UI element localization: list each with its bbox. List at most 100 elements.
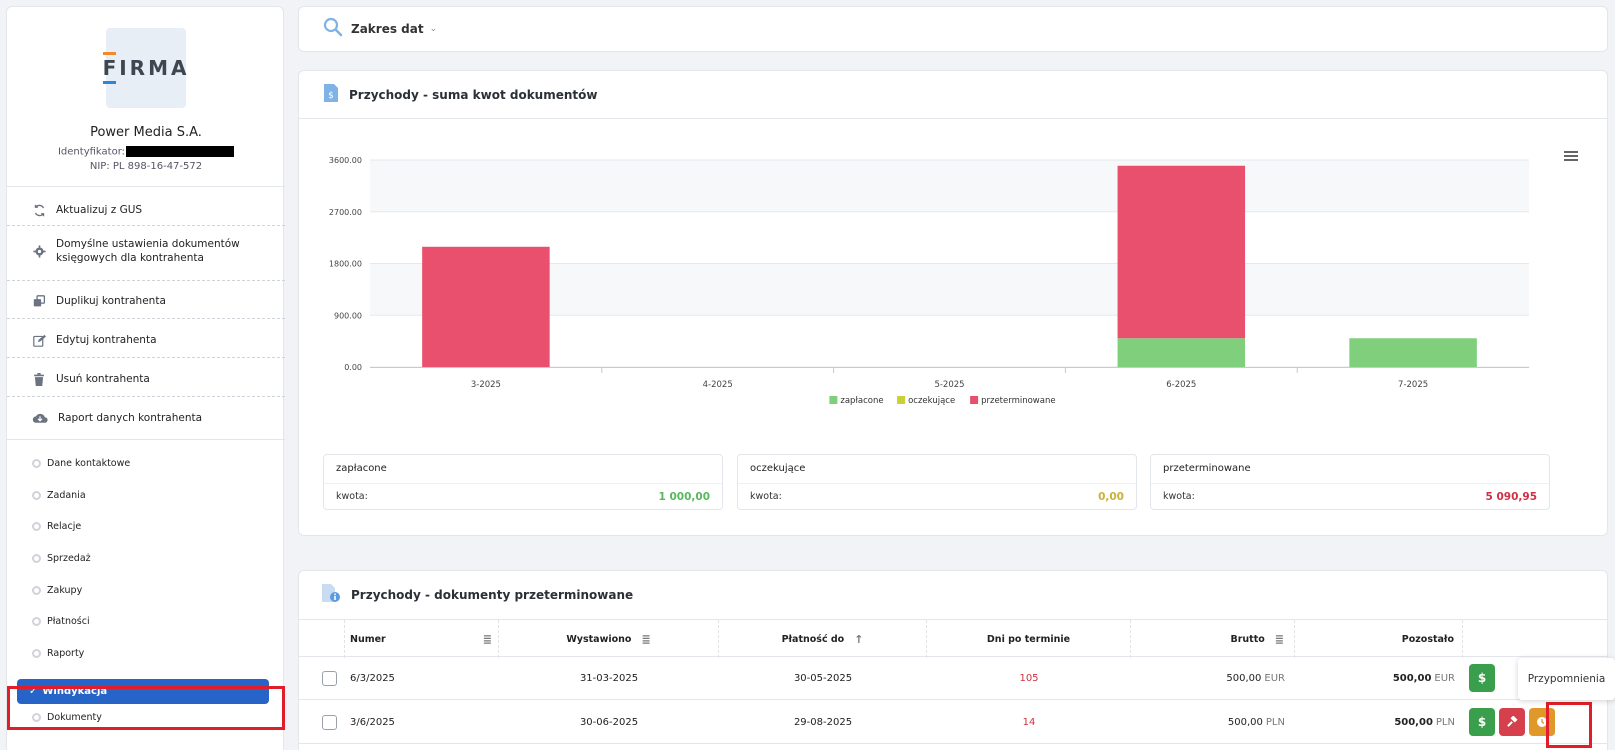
y-tick-label: 2700.00 (329, 208, 362, 217)
company-identifier: Identyfikator: (7, 146, 285, 158)
x-tick-label: 3-2025 (471, 380, 501, 390)
nav-item-windykacja[interactable]: ✓ Windykacja (17, 679, 269, 704)
sort-arrow-up-icon[interactable]: ↑ (854, 632, 864, 646)
cell-wystawiono: 31-03-2025 (579, 673, 639, 684)
cell-dni: 14 (1022, 717, 1036, 728)
action-label: Edytuj kontrahenta (56, 334, 157, 346)
payment-button[interactable]: $ (1469, 664, 1495, 692)
summary-paid: zapłacone kwota: 1 000,00 (323, 454, 723, 510)
nav-item-sprzedaz[interactable]: Sprzedaż (7, 550, 285, 566)
action-default-settings[interactable]: Domyślne ustawienia dokumentów księgowyc… (7, 235, 285, 267)
col-dni-po-terminie[interactable]: Dni po terminie (927, 620, 1131, 658)
chevron-down-icon: ⌄ (429, 24, 438, 34)
payment-button[interactable]: $ (1469, 708, 1495, 736)
cell-platnosc: 30-05-2025 (793, 673, 853, 684)
legend-label: zapłacone (840, 396, 883, 406)
highlight-windykacja (7, 686, 285, 730)
action-report[interactable]: Raport danych kontrahenta (7, 405, 285, 431)
svg-text:$: $ (328, 91, 334, 101)
nav-item-zakupy[interactable]: Zakupy (7, 582, 285, 598)
gavel-icon (1507, 716, 1518, 727)
cell-platnosc: 29-08-2025 (793, 717, 853, 728)
x-tick-label: 7-2025 (1398, 380, 1428, 390)
legend-label: oczekujące (908, 396, 955, 406)
reminders-button[interactable] (1529, 708, 1555, 736)
x-tick-label: 4-2025 (703, 380, 733, 390)
revenue-bar-chart: 0.00 900.00 1800.00 2700.00 3600.00 3-2025 4-2… (329, 156, 1529, 406)
date-range-filter[interactable]: Zakres dat ⌄ (298, 6, 1608, 52)
col-brutto[interactable]: Brutto ≣ (1131, 620, 1295, 658)
cell-numer[interactable]: 3/6/2025 (350, 717, 395, 728)
company-nip: NIP: PL 898-16-47-572 (89, 161, 203, 172)
action-delete[interactable]: Usuń kontrahenta (7, 366, 285, 392)
gear-icon (32, 244, 46, 258)
refresh-icon (32, 203, 46, 217)
column-menu-icon[interactable]: ≣ (641, 632, 651, 646)
nav-item-dokumenty[interactable]: Dokumenty (7, 709, 285, 725)
bar-zapłacone (1349, 338, 1477, 367)
cell-numer[interactable]: 6/3/2025 (350, 673, 395, 684)
col-wystawiono[interactable]: Wystawiono ≣ (499, 620, 719, 658)
nav-item-dane-kontaktowe[interactable]: Dane kontaktowe (7, 455, 285, 471)
action-edit[interactable]: Edytuj kontrahenta (7, 327, 285, 353)
summary-value: 1 000,00 (658, 491, 710, 503)
legend-swatch (970, 396, 979, 404)
x-tick-label: 6-2025 (1166, 380, 1196, 390)
legend-label: przeterminowane (981, 396, 1056, 406)
action-label: Domyślne ustawienia dokumentów księgowyc… (56, 238, 240, 264)
table-card-title: Przychody - dokumenty przeterminowane (351, 588, 634, 602)
cloud-download-icon (32, 411, 48, 425)
reminders-tooltip: Przypomnienia (1518, 658, 1615, 700)
clock-icon (1537, 717, 1547, 727)
nav-item-raporty[interactable]: Raporty (7, 645, 285, 661)
legend-swatch (897, 396, 906, 404)
document-dollar-icon: $ (323, 83, 339, 107)
bar-przeterminowane (1117, 165, 1246, 339)
chart-menu-icon[interactable] (1564, 147, 1578, 166)
row-checkbox[interactable] (321, 671, 337, 686)
column-menu-icon[interactable]: ≣ (482, 632, 492, 646)
col-numer[interactable]: Numer ≣ (345, 620, 499, 658)
check-icon: ✓ (29, 686, 38, 697)
summary-value: 0,00 (1098, 491, 1124, 503)
summary-value: 5 090,95 (1485, 491, 1537, 503)
nav-item-platnosci[interactable]: Płatności (7, 613, 285, 629)
action-label: Raport danych kontrahenta (58, 412, 203, 424)
summary-title: zapłacone (336, 463, 387, 474)
y-tick-label: 3600.00 (329, 156, 362, 165)
cell-pozostalo: 500,00 PLN (1394, 717, 1455, 728)
col-pozostalo[interactable]: Pozostało (1295, 620, 1463, 658)
grid-band (370, 160, 1529, 212)
search-icon (323, 17, 343, 41)
header-select (299, 620, 345, 658)
nav-item-relacje[interactable]: Relacje (7, 518, 285, 534)
row-checkbox[interactable] (321, 715, 337, 730)
company-name: Power Media S.A. (90, 125, 202, 140)
col-platnosc-do[interactable]: Płatność do ↑ (719, 620, 927, 658)
overdue-documents-card: Przychody - dokumenty przeterminowane Nu… (298, 570, 1608, 750)
summary-label: kwota: (1163, 491, 1195, 502)
nav-item-zadania[interactable]: Zadania (7, 487, 285, 503)
cell-pozostalo: 500,00 EUR (1392, 673, 1455, 684)
copy-icon (32, 294, 46, 308)
action-update-gus[interactable]: Aktualizuj z GUS (7, 197, 285, 223)
summary-pending: oczekujące kwota: 0,00 (737, 454, 1137, 510)
company-logo: FIRMA (102, 28, 186, 108)
column-menu-icon[interactable]: ≣ (1274, 632, 1284, 646)
debt-collection-button[interactable] (1499, 708, 1525, 736)
table-row[interactable]: 3/6/2025 30-06-2025 29-08-2025 14 500,00… (299, 701, 1607, 744)
action-label: Duplikuj kontrahenta (56, 295, 166, 307)
redacted-block (126, 146, 234, 157)
summary-title: przeterminowane (1163, 463, 1251, 474)
document-info-icon (321, 583, 341, 607)
summary-label: kwota: (336, 491, 368, 502)
action-label: Aktualizuj z GUS (56, 204, 143, 216)
chart-card-header: $ Przychody - suma kwot dokumentów (299, 71, 1607, 119)
date-range-label: Zakres dat (351, 22, 424, 36)
action-duplicate[interactable]: Duplikuj kontrahenta (7, 288, 285, 314)
table-header: Numer ≣ Wystawiono ≣ Płatność do ↑ Dni po t… (299, 619, 1607, 658)
table-row[interactable]: 6/3/2025 31-03-2025 30-05-2025 105 500,0… (299, 657, 1607, 700)
bar-przeterminowane (422, 246, 550, 367)
action-label: Usuń kontrahenta (56, 373, 150, 385)
